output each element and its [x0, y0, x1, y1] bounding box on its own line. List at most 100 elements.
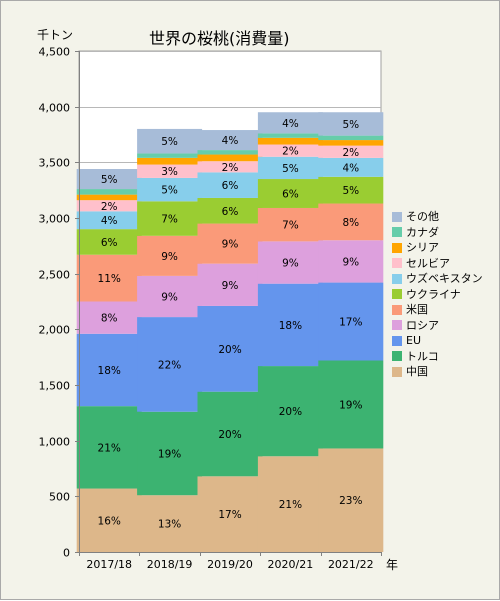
legend-item: カナダ [392, 225, 483, 241]
legend-item: ウズベキスタン [392, 271, 483, 287]
bar-segment [137, 128, 203, 154]
bar-segment [76, 333, 142, 407]
data-label: 5% [161, 185, 178, 197]
legend-label: セルビア [406, 256, 450, 270]
y-tick-label: 2,500 [39, 269, 71, 282]
data-label: 5% [282, 163, 299, 175]
bar-segment [257, 241, 323, 284]
bar-segment [137, 275, 203, 318]
bar-segment [257, 283, 323, 367]
bar-segment [76, 254, 142, 302]
data-label: 22% [158, 359, 181, 371]
data-label: 6% [101, 237, 118, 249]
legend-swatch [392, 227, 402, 238]
data-label: 16% [98, 515, 121, 527]
bar-segment [197, 172, 263, 198]
data-label: 2% [342, 147, 359, 159]
bar-segment [318, 176, 384, 204]
data-label: 9% [342, 256, 359, 268]
bar-segment [137, 153, 203, 158]
legend-item: 米国 [392, 302, 483, 318]
data-label: 18% [279, 320, 302, 332]
data-label: 5% [161, 136, 178, 148]
bar-segment [197, 263, 263, 306]
y-tick-label: 4,500 [39, 46, 71, 59]
y-tick-label: 1,000 [39, 436, 71, 449]
bar-segment [76, 189, 142, 195]
bar-segment [76, 229, 142, 255]
data-label: 20% [218, 344, 241, 356]
data-label: 3% [161, 166, 178, 178]
data-label: 4% [222, 135, 239, 147]
bar-segment [137, 495, 203, 552]
data-label: 11% [98, 273, 121, 285]
bar-segment [137, 235, 203, 276]
data-label: 19% [158, 448, 181, 460]
legend-label: 中国 [406, 365, 428, 378]
data-label: 18% [98, 365, 121, 377]
bar-segment [137, 201, 203, 236]
legend-label: その他 [406, 210, 439, 223]
legend-item: 中国 [392, 364, 483, 380]
y-tick-label: 3,500 [39, 157, 71, 170]
data-label: 9% [161, 291, 178, 303]
y-tick-label: 3,000 [39, 213, 71, 226]
bar-segment [197, 150, 263, 155]
y-tick-label: 4,000 [39, 102, 71, 115]
data-label: 2% [222, 162, 239, 174]
data-label: 20% [218, 429, 241, 441]
legend-item: ウクライナ [392, 287, 483, 303]
data-label: 5% [101, 174, 118, 186]
data-label: 5% [342, 119, 359, 131]
chart-title: 世界の桜桃(消費量) [149, 29, 290, 48]
data-label: 9% [282, 258, 299, 270]
bar-segment [76, 301, 142, 334]
bar-segment [197, 197, 263, 224]
legend-item: ロシア [392, 318, 483, 334]
bar-segment [137, 164, 203, 178]
data-label: 6% [222, 206, 239, 218]
data-label: 9% [222, 239, 239, 251]
data-label: 9% [222, 280, 239, 292]
bar-segment [137, 177, 203, 202]
bar-segment [318, 140, 384, 146]
bar-segment [76, 169, 142, 190]
bar-segment [76, 406, 142, 489]
bar-segment [137, 411, 203, 496]
legend-swatch [392, 351, 402, 362]
bar-segment [318, 360, 384, 449]
y-axis-unit: 千トン [37, 28, 74, 42]
bar-segment [197, 161, 263, 173]
bar-segment [257, 156, 323, 180]
legend-label: ウクライナ [406, 287, 461, 301]
legend-swatch [392, 366, 402, 377]
legend-item: セルビア [392, 256, 483, 272]
axis-layer: 0 500 1,000 1,500 2,000 2,500 3,000 3,500 4,000 4… [39, 46, 382, 571]
bar-segment [257, 133, 323, 138]
bar-segment [257, 207, 323, 242]
bar-segment [76, 211, 142, 230]
bar-segment [257, 456, 323, 552]
data-label: 20% [279, 406, 302, 418]
y-tick-label: 0 [63, 547, 70, 560]
bar-segment [318, 203, 384, 241]
legend-item: EU [392, 333, 483, 349]
bar-segment [76, 488, 142, 552]
data-label: 8% [101, 313, 118, 325]
data-label: 8% [342, 217, 359, 229]
data-label: 9% [161, 251, 178, 263]
data-label: 4% [101, 215, 118, 227]
bar-segment [257, 112, 323, 134]
legend-swatch [392, 211, 402, 222]
bar-segment [197, 154, 263, 162]
data-label: 19% [339, 399, 362, 411]
data-label: 17% [218, 509, 241, 521]
bar-segment [257, 179, 323, 208]
x-tick-label: 2017/18 [86, 558, 132, 571]
bar-segment [197, 391, 263, 477]
legend-swatch [392, 258, 402, 269]
legend-swatch [392, 320, 402, 331]
y-tick-label: 1,500 [39, 380, 71, 393]
